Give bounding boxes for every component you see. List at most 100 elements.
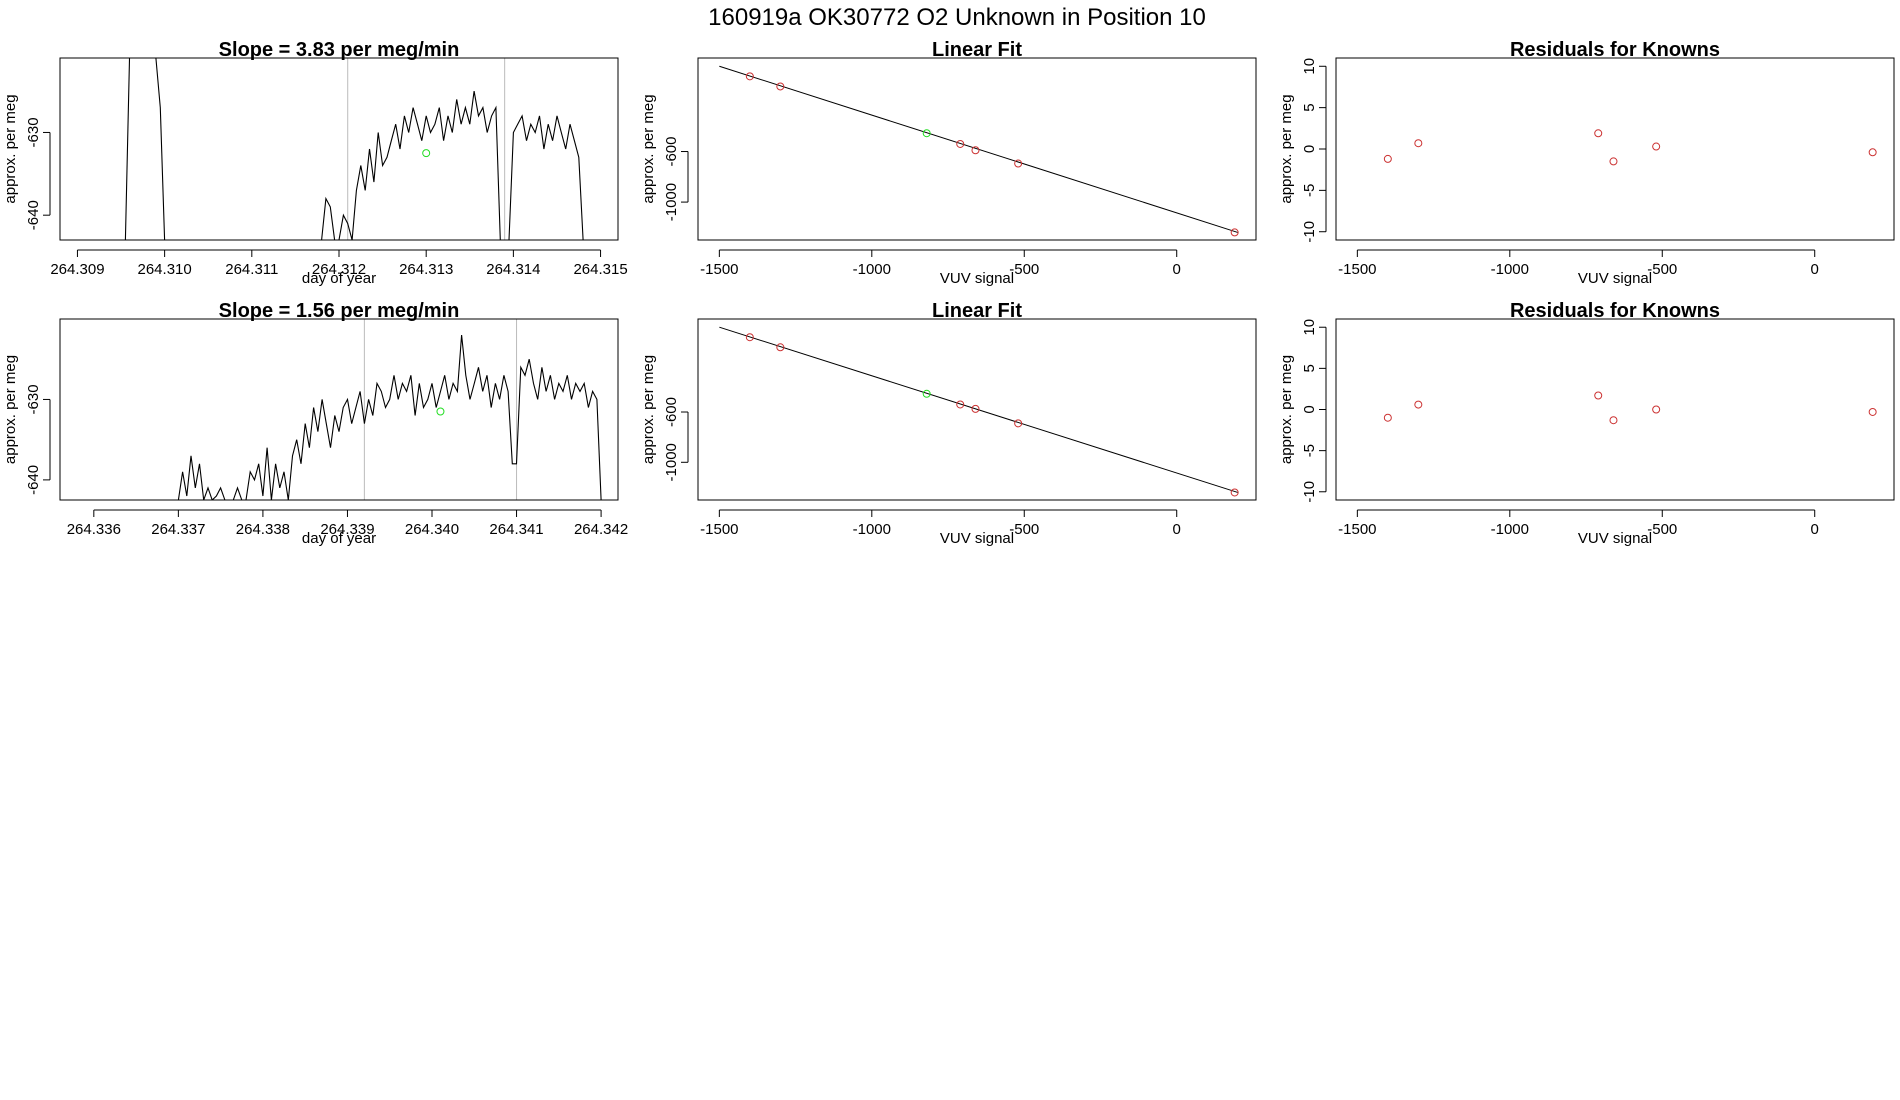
- row1-linear-fit-y-tick-label-0: -1000: [663, 183, 680, 221]
- row1-timeseries-x-tick-label-4: 264.313: [399, 261, 453, 278]
- row2-timeseries-x-tick-label-2: 264.338: [236, 521, 290, 538]
- row1-linear-fit-data: [719, 65, 1239, 237]
- row1-residuals-y-tick-label-4: 10: [1301, 58, 1318, 75]
- row1-linear-fit-x-tick-label-0: -1500: [700, 261, 738, 278]
- row2-residuals-residual-point-5: [1868, 407, 1877, 416]
- row2-linear-fit-frame: [697, 318, 1257, 501]
- row2-residuals-residual-point-3: [1609, 416, 1618, 425]
- row2-linear-fit-title: Linear Fit: [932, 300, 1022, 322]
- row2-timeseries-x-tick-label-4: 264.340: [405, 521, 459, 538]
- row2-linear-fit-unknown-point: [922, 389, 931, 398]
- row1-residuals-x-tick-label-1: -1000: [1491, 261, 1529, 278]
- row1-linear-fit-unknown-point: [922, 129, 931, 138]
- row1-linear-fit-x-axis-label: VUV signal: [940, 270, 1014, 287]
- row1-timeseries-y-tick-label-0: -640: [25, 200, 42, 230]
- row2-residuals-residual-point-2: [1594, 391, 1603, 400]
- row1-linear-fit-known-point-2: [956, 139, 965, 148]
- row1-timeseries-x-tick-label-3: 264.312: [312, 261, 366, 278]
- row1-residuals-residual-point-2: [1594, 129, 1603, 138]
- row2-linear-fit-known-point-5: [1230, 488, 1239, 497]
- row1-linear-fit-x-tick-label-1: -1000: [853, 261, 891, 278]
- row1-timeseries-unknown-point: [422, 149, 431, 158]
- row1-timeseries-series-line: [124, 58, 584, 240]
- row2-residuals-residual-point-4: [1652, 405, 1661, 414]
- row1-timeseries-x-tick-label-2: 264.311: [225, 261, 278, 278]
- row1-linear-fit-y-tick-label-1: -600: [663, 137, 680, 167]
- row1-timeseries-x-tick-label-5: 264.314: [486, 261, 540, 278]
- row2-timeseries-x-tick-label-0: 264.336: [67, 521, 121, 538]
- row2-linear-fit-known-point-0: [745, 333, 754, 342]
- row2-residuals-y-axis-label: approx. per meg: [1278, 355, 1295, 464]
- row2-linear-fit-y-axis-label: approx. per meg: [640, 355, 657, 464]
- row2-timeseries-x-tick-label-5: 264.341: [489, 521, 543, 538]
- row2-residuals-data: [1383, 391, 1877, 425]
- row1-linear-fit-x-tick-label-3: 0: [1173, 261, 1181, 278]
- row2-linear-fit-data: [719, 326, 1239, 497]
- row1-timeseries-title: Slope = 3.83 per meg/min: [219, 39, 460, 61]
- row1-residuals-y-tick-label-3: 5: [1301, 103, 1318, 111]
- row1-residuals-x-tick-label-2: -500: [1647, 261, 1677, 278]
- row2-residuals-x-tick-label-1: -1000: [1491, 521, 1529, 538]
- row1-residuals-residual-point-1: [1414, 139, 1423, 148]
- row1-linear-fit-known-point-4: [1014, 159, 1023, 168]
- row2-residuals-frame: [1335, 318, 1895, 501]
- row1-linear-fit-title: Linear Fit: [932, 39, 1022, 61]
- row2-timeseries-unknown-point: [436, 407, 445, 416]
- row1-linear-fit-frame: [697, 57, 1257, 241]
- row2-residuals-y-tick-label-1: -5: [1301, 444, 1318, 457]
- row1-linear-fit-known-point-3: [971, 146, 980, 155]
- row2-residuals-panel: -1500 -1000 -500 0 VUV signal -10 -5 0 5 10 approx…: [1278, 300, 1895, 547]
- row2-residuals-y-tick-label-0: -10: [1301, 481, 1318, 503]
- row2-timeseries-title: Slope = 1.56 per meg/min: [219, 300, 460, 322]
- row2-linear-fit-known-point-2: [956, 400, 965, 409]
- row1-timeseries-x-tick-label-0: 264.309: [50, 261, 104, 278]
- row1-timeseries-x-axis-label: day of year: [302, 270, 376, 287]
- row2-linear-fit-x-tick-label-3: 0: [1173, 521, 1181, 538]
- row1-residuals-residual-point-5: [1868, 148, 1877, 157]
- row1-linear-fit-panel: -1500 -1000 -500 0 VUV signal -1000 -600 approx…: [640, 39, 1257, 287]
- row1-residuals-residual-point-0: [1383, 154, 1392, 163]
- row1-residuals-y-tick-label-0: -10: [1301, 221, 1318, 243]
- row1-residuals-data: [1383, 129, 1877, 166]
- row2-linear-fit-x-tick-label-0: -1500: [700, 521, 738, 538]
- row2-timeseries-x-tick-label-6: 264.342: [574, 521, 628, 538]
- row1-timeseries-data: [124, 58, 584, 240]
- row1-linear-fit-known-point-1: [776, 82, 785, 91]
- row2-linear-fit-panel: -1500 -1000 -500 0 VUV signal -1000 -600 approx…: [640, 300, 1257, 547]
- row1-timeseries-x-tick-label-6: 264.315: [573, 261, 627, 278]
- page-title: 160919a OK30772 O2 Unknown in Position 1…: [708, 4, 1206, 31]
- row2-timeseries-x-tick-label-3: 264.339: [320, 521, 374, 538]
- row1-residuals-residual-point-3: [1609, 157, 1618, 166]
- row2-timeseries-x-axis-label: day of year: [302, 530, 376, 547]
- row1-linear-fit-x-tick-label-2: -500: [1009, 261, 1039, 278]
- row2-timeseries-y-axis-label: approx. per meg: [2, 355, 19, 464]
- row2-timeseries-y-tick-label-0: -640: [25, 465, 42, 495]
- row2-linear-fit-x-tick-label-2: -500: [1009, 521, 1039, 538]
- row2-residuals-residual-point-0: [1383, 413, 1392, 422]
- row1-residuals-y-tick-label-2: 0: [1301, 145, 1318, 153]
- row2-linear-fit-x-axis-label: VUV signal: [940, 530, 1014, 547]
- row1-linear-fit-known-point-0: [745, 72, 754, 81]
- row2-residuals-title: Residuals for Knowns: [1510, 300, 1720, 322]
- row2-linear-fit-y-tick-label-1: -600: [663, 397, 680, 427]
- row1-linear-fit-y-axis-label: approx. per meg: [640, 94, 657, 203]
- row2-timeseries-y-tick-label-1: -630: [25, 384, 42, 414]
- row1-timeseries-y-axis-label: approx. per meg: [2, 94, 19, 203]
- row1-residuals-residual-point-4: [1652, 142, 1661, 151]
- row2-timeseries-series-line: [177, 335, 602, 500]
- row2-linear-fit-known-point-3: [971, 404, 980, 413]
- row2-residuals-x-tick-label-2: -500: [1647, 521, 1677, 538]
- row2-timeseries-panel: 264.336 264.337 264.338 264.339 264.340 264.3…: [2, 300, 628, 547]
- row1-residuals-y-axis-label: approx. per meg: [1278, 94, 1295, 203]
- row2-timeseries-frame: [59, 318, 619, 501]
- row2-residuals-x-tick-label-0: -1500: [1338, 521, 1376, 538]
- row2-timeseries-x-tick-label-1: 264.337: [151, 521, 205, 538]
- row1-timeseries-panel: 264.309 264.310 264.311 264.312 264.313 264.3…: [2, 39, 628, 287]
- row1-residuals-title: Residuals for Knowns: [1510, 39, 1720, 61]
- row1-timeseries-y-tick-label-1: -630: [25, 117, 42, 147]
- row1-residuals-x-tick-label-0: -1500: [1338, 261, 1376, 278]
- row1-residuals-x-axis-label: VUV signal: [1578, 270, 1652, 287]
- row2-linear-fit-known-point-4: [1014, 419, 1023, 428]
